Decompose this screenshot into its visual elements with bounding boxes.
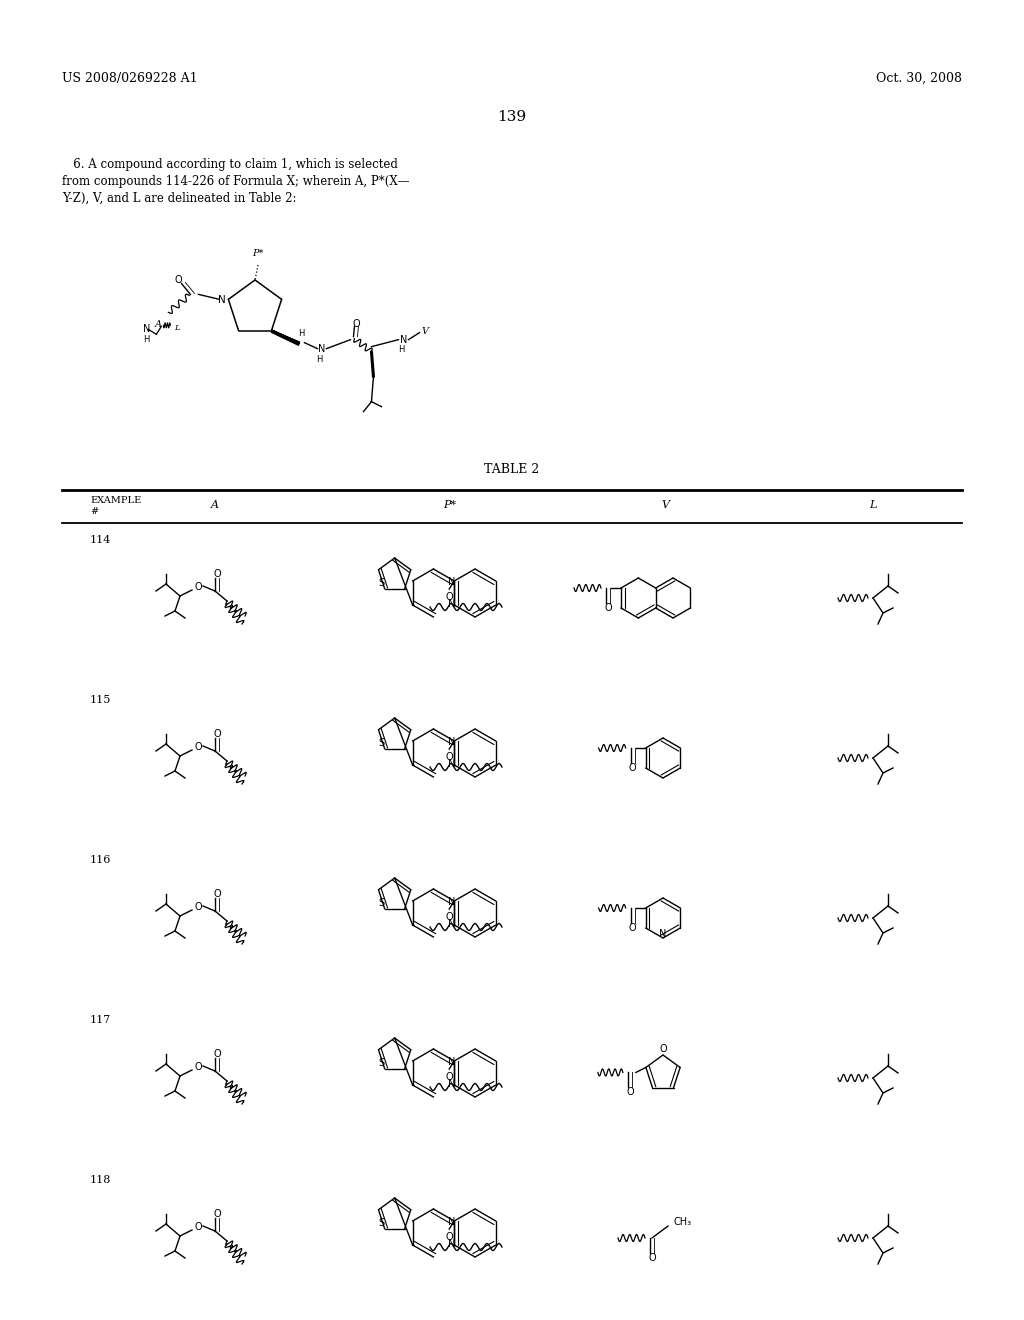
Text: O: O [195, 1063, 202, 1072]
Text: 6. A compound according to claim 1, which is selected: 6. A compound according to claim 1, whic… [62, 158, 398, 172]
Text: A: A [155, 319, 162, 329]
Text: H: H [143, 335, 150, 343]
Text: 114: 114 [90, 535, 112, 545]
Text: N: N [447, 1057, 455, 1067]
Text: S: S [378, 1059, 384, 1068]
Text: O: O [195, 582, 202, 591]
Text: A: A [211, 500, 219, 510]
Text: O: O [213, 1209, 221, 1218]
Text: TABLE 2: TABLE 2 [484, 463, 540, 477]
Text: S: S [378, 578, 384, 589]
Text: H: H [316, 355, 323, 364]
Text: N: N [218, 296, 226, 305]
Text: O: O [445, 912, 453, 921]
Text: N: N [447, 1238, 455, 1249]
Text: S: S [378, 899, 384, 908]
Text: O: O [213, 1049, 221, 1059]
Text: S: S [378, 738, 384, 748]
Text: P*: P* [443, 500, 457, 510]
Text: CH₃: CH₃ [674, 1217, 692, 1228]
Text: L: L [869, 500, 877, 510]
Text: N: N [447, 1078, 455, 1089]
Text: S: S [378, 1218, 384, 1229]
Text: O: O [445, 1072, 453, 1082]
Text: N: N [447, 577, 455, 587]
Text: O: O [213, 729, 221, 739]
Text: N: N [447, 919, 455, 929]
Text: Y-Z), V, and L are delineated in Table 2:: Y-Z), V, and L are delineated in Table 2… [62, 191, 297, 205]
Text: O: O [629, 763, 637, 774]
Text: O: O [213, 888, 221, 899]
Text: N: N [447, 759, 455, 768]
Text: from compounds 114-226 of Formula X; wherein A, P*(X—: from compounds 114-226 of Formula X; whe… [62, 176, 410, 187]
Text: O: O [445, 752, 453, 762]
Text: US 2008/0269228 A1: US 2008/0269228 A1 [62, 73, 198, 84]
Text: EXAMPLE: EXAMPLE [90, 496, 141, 506]
Text: N: N [447, 898, 455, 907]
Text: O: O [445, 591, 453, 602]
Text: N: N [142, 325, 151, 334]
Text: V: V [422, 327, 429, 337]
Text: #: # [90, 507, 98, 516]
Text: O: O [445, 1232, 453, 1242]
Text: H: H [298, 329, 305, 338]
Text: O: O [195, 902, 202, 912]
Text: O: O [195, 742, 202, 752]
Text: O: O [626, 1088, 634, 1097]
Text: O: O [629, 923, 637, 933]
Text: N: N [447, 1217, 455, 1228]
Text: 117: 117 [90, 1015, 112, 1026]
Text: L: L [174, 325, 180, 333]
Text: N: N [447, 599, 455, 609]
Text: O: O [174, 276, 182, 285]
Text: N: N [317, 343, 326, 354]
Text: P*: P* [252, 249, 264, 257]
Text: H: H [398, 345, 404, 354]
Text: 118: 118 [90, 1175, 112, 1185]
Text: N: N [447, 737, 455, 747]
Text: O: O [659, 1044, 667, 1053]
Text: 115: 115 [90, 696, 112, 705]
Text: O: O [648, 1253, 655, 1263]
Text: N: N [659, 929, 667, 939]
Text: 116: 116 [90, 855, 112, 865]
Text: O: O [213, 569, 221, 579]
Text: 139: 139 [498, 110, 526, 124]
Text: O: O [604, 603, 612, 612]
Text: V: V [662, 500, 669, 510]
Text: Oct. 30, 2008: Oct. 30, 2008 [876, 73, 962, 84]
Text: N: N [399, 335, 408, 345]
Text: O: O [195, 1222, 202, 1232]
Text: O: O [352, 318, 360, 329]
